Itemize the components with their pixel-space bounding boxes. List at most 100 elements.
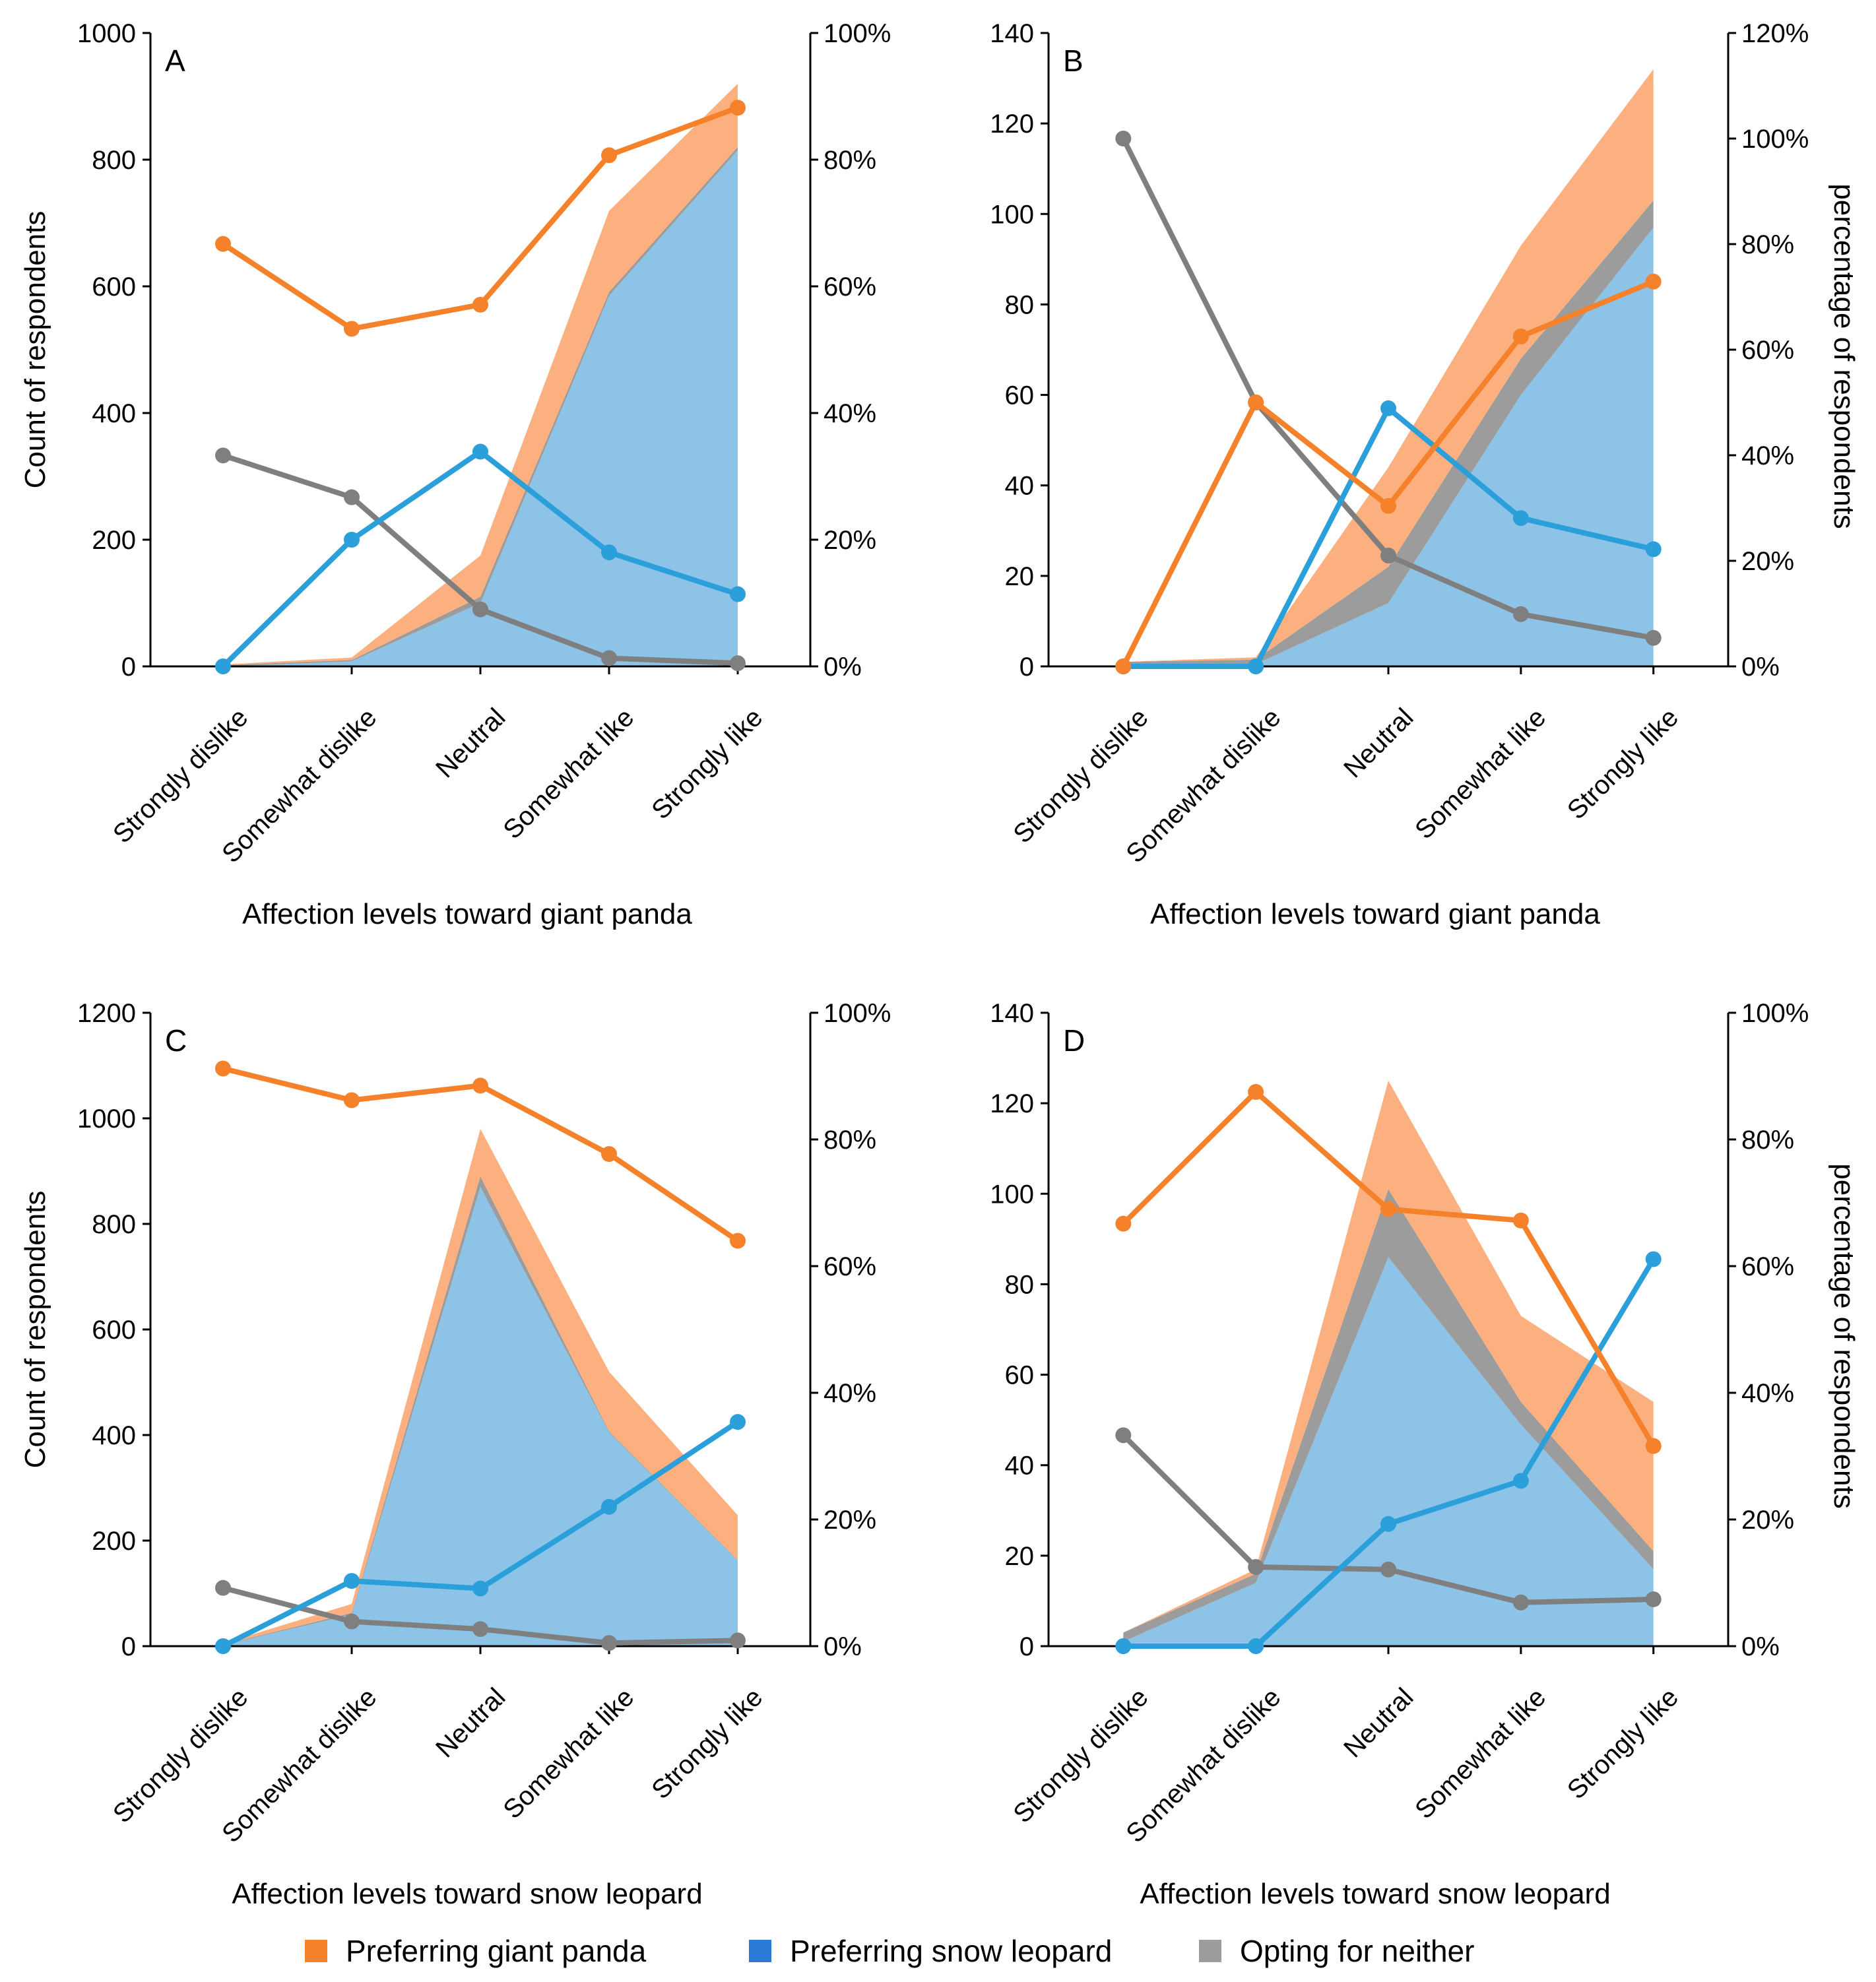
left-tick-label: 1000 (77, 1104, 136, 1134)
x-tick-label: Strongly like (646, 1682, 768, 1805)
right-tick-label: 60% (1741, 1252, 1794, 1281)
point-preferring-giant-panda (472, 296, 488, 313)
right-tick-label: 40% (1741, 1379, 1794, 1408)
x-tick-label: Somewhat like (1409, 703, 1551, 845)
x-tick-label: Strongly dislike (1008, 703, 1153, 848)
point-preferring-snow-leopard (1380, 1516, 1396, 1532)
x-axis-label: Affection levels toward snow leopard (1140, 1878, 1610, 1910)
right-tick-label: 100% (1741, 999, 1809, 1028)
right-tick-label: 60% (824, 1252, 876, 1281)
point-preferring-giant-panda (1645, 1438, 1662, 1454)
point-preferring-snow-leopard (1512, 1473, 1529, 1489)
point-preferring-snow-leopard (1512, 510, 1529, 527)
point-preferring-giant-panda (601, 1146, 617, 1163)
left-tick-label: 200 (92, 1527, 136, 1556)
left-tick-label: 400 (92, 1421, 136, 1450)
point-opting-for-neither (1380, 1561, 1396, 1578)
right-tick-label: 0% (1741, 653, 1780, 682)
point-opting-for-neither (730, 655, 746, 672)
right-tick-label: 0% (824, 1632, 862, 1661)
legend-swatch-panda (305, 1940, 327, 1962)
x-tick-label: Strongly like (646, 703, 768, 825)
point-opting-for-neither (1115, 1427, 1132, 1444)
area-preferring-snow-leopard (1123, 1257, 1654, 1646)
x-tick-label: Neutral (1338, 703, 1419, 783)
point-preferring-giant-panda (1248, 395, 1264, 410)
right-tick-label: 20% (824, 526, 876, 555)
legend-label-neither: Opting for neither (1240, 1934, 1475, 1968)
point-preferring-snow-leopard (215, 658, 231, 674)
y-axis-label-left: Count of respondents (19, 211, 51, 489)
area-opting-for-neither (1123, 200, 1654, 666)
left-tick-label: 800 (92, 146, 136, 175)
left-tick-label: 20 (1005, 1542, 1035, 1571)
legend-label-leopard: Preferring snow leopard (790, 1934, 1113, 1968)
point-opting-for-neither (344, 1613, 360, 1630)
point-preferring-giant-panda (1248, 1084, 1264, 1100)
point-preferring-giant-panda (1512, 329, 1529, 344)
right-tick-label: 100% (1741, 125, 1809, 154)
point-preferring-giant-panda (344, 1092, 360, 1108)
right-tick-label: 60% (1741, 336, 1794, 365)
point-preferring-giant-panda (215, 236, 231, 252)
right-tick-label: 100% (824, 19, 891, 48)
left-tick-label: 140 (990, 19, 1034, 48)
left-tick-label: 800 (92, 1210, 136, 1239)
left-tick-label: 20 (1005, 562, 1035, 591)
right-tick-label: 80% (824, 146, 876, 175)
point-preferring-snow-leopard (730, 1414, 746, 1430)
point-preferring-giant-panda (344, 321, 360, 337)
right-tick-label: 20% (1741, 1506, 1794, 1535)
left-tick-label: 40 (1005, 472, 1035, 501)
left-tick-label: 600 (92, 272, 136, 302)
point-preferring-snow-leopard (472, 1580, 488, 1597)
right-tick-label: 40% (824, 399, 876, 428)
right-tick-label: 0% (1741, 1632, 1780, 1661)
point-preferring-giant-panda (1115, 658, 1132, 674)
right-tick-label: 20% (824, 1506, 876, 1535)
left-tick-label: 60 (1005, 381, 1035, 410)
point-opting-for-neither (601, 1635, 617, 1651)
point-opting-for-neither (1248, 1559, 1264, 1575)
y-axis-label-right: percentage of respondents (1828, 183, 1860, 529)
point-opting-for-neither (1645, 1591, 1662, 1607)
right-tick-label: 80% (1741, 1126, 1794, 1155)
x-tick-label: Neutral (430, 703, 511, 783)
point-preferring-giant-panda (730, 1232, 746, 1249)
x-tick-label: Strongly dislike (1008, 1682, 1153, 1828)
point-preferring-giant-panda (1380, 1201, 1396, 1217)
point-opting-for-neither (472, 601, 488, 618)
left-tick-label: 80 (1005, 1270, 1035, 1299)
point-opting-for-neither (1115, 131, 1132, 146)
area-preferring-snow-leopard (223, 150, 738, 667)
x-tick-label: Strongly like (1562, 1682, 1684, 1805)
point-preferring-giant-panda (1380, 497, 1396, 514)
left-tick-label: 60 (1005, 1361, 1035, 1390)
point-preferring-giant-panda (215, 1060, 231, 1077)
left-tick-label: 1200 (77, 999, 136, 1028)
left-tick-label: 1000 (77, 19, 136, 48)
point-preferring-snow-leopard (1645, 1251, 1662, 1267)
area-preferring-snow-leopard (223, 1187, 738, 1646)
point-preferring-snow-leopard (1248, 1638, 1264, 1654)
point-opting-for-neither (601, 650, 617, 666)
panel-label: B (1063, 44, 1084, 78)
right-tick-label: 80% (1741, 230, 1794, 259)
legend-swatch-neither (1199, 1940, 1221, 1962)
point-preferring-snow-leopard (601, 544, 617, 561)
left-tick-label: 600 (92, 1316, 136, 1345)
area-preferring-snow-leopard (1123, 227, 1654, 666)
x-tick-label: Somewhat like (498, 1682, 639, 1824)
legend-label-panda: Preferring giant panda (346, 1934, 647, 1968)
chart-panel-d: 0 20 40 60 80 100 120 140 0% 20% 40% 60% 80% 100% Stro… (990, 999, 1860, 1910)
left-tick-label: 80 (1005, 290, 1035, 319)
x-tick-label: Neutral (1338, 1682, 1419, 1763)
point-preferring-snow-leopard (1115, 1638, 1132, 1654)
right-tick-label: 60% (824, 272, 876, 302)
y-axis-label-right: percentage of respondents (1828, 1163, 1860, 1509)
chart-panel-b: 0 20 40 60 80 100 120 140 0% 20% 40% 60% 80% 100% 120%… (990, 19, 1860, 930)
point-preferring-giant-panda (1645, 273, 1662, 290)
right-tick-label: 100% (824, 999, 891, 1028)
point-preferring-snow-leopard (472, 443, 488, 460)
x-tick-label: Somewhat like (498, 703, 639, 845)
